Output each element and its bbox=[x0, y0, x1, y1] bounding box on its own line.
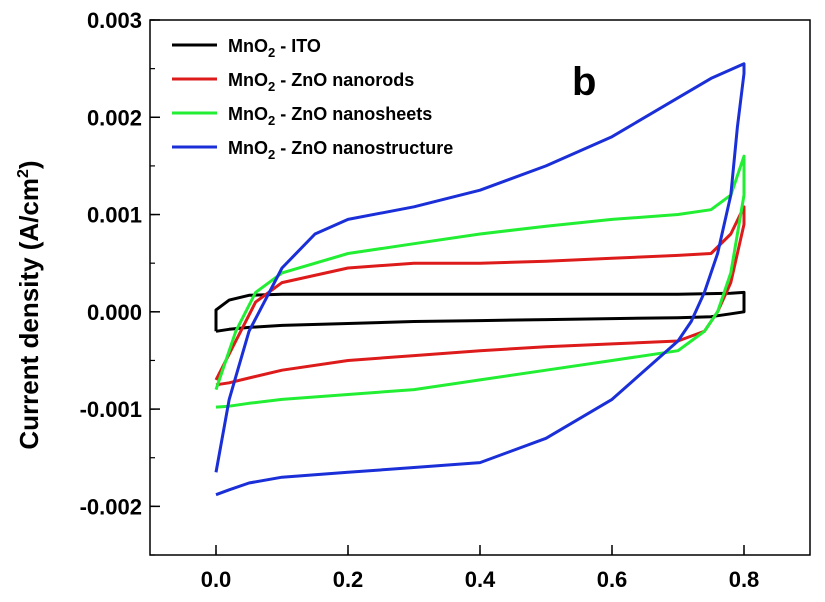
x-tick-label: 0.6 bbox=[597, 567, 628, 592]
series-line-2 bbox=[214, 154, 746, 409]
legend-label: MnO2 - ZnO nanorods bbox=[228, 70, 414, 94]
legend: MnO2 - ITO MnO2 - ZnO nanorods MnO2 - ZnO … bbox=[172, 36, 453, 162]
y-axis-title: Current density (A/cm2) bbox=[14, 160, 44, 449]
legend-label: MnO2 - ZnO nanosheets bbox=[228, 104, 432, 128]
legend-label: MnO2 - ZnO nanostructure bbox=[228, 138, 453, 162]
x-tick-label: 0.0 bbox=[201, 567, 232, 592]
series-line-0 bbox=[214, 290, 746, 333]
panel-label: b bbox=[572, 60, 596, 104]
y-tick-label: 0.002 bbox=[87, 105, 142, 130]
y-tick-label: 0.000 bbox=[87, 300, 142, 325]
axes: 0.0 0.2 0.4 0.6 0.8 -0.002 -0.001 0.000 0.001 0.0… bbox=[80, 8, 811, 592]
y-tick-label: 0.003 bbox=[87, 8, 142, 33]
plot-area bbox=[214, 62, 746, 497]
y-axis-title-sup: 2 bbox=[15, 169, 32, 178]
legend-label: MnO2 - ITO bbox=[228, 36, 321, 60]
y-axis-title-close: ) bbox=[14, 160, 44, 169]
y-tick-label: 0.001 bbox=[87, 203, 142, 228]
y-axis-title-main: Current density (A/cm bbox=[14, 178, 44, 450]
series-line-1 bbox=[214, 205, 746, 387]
x-tick-label: 0.8 bbox=[729, 567, 760, 592]
x-tick-label: 0.2 bbox=[333, 567, 364, 592]
y-tick-label: -0.001 bbox=[80, 397, 142, 422]
series-line-3 bbox=[214, 62, 746, 497]
plot-frame bbox=[149, 19, 811, 556]
y-tick-label: -0.002 bbox=[80, 494, 142, 519]
x-tick-label: 0.4 bbox=[465, 567, 496, 592]
